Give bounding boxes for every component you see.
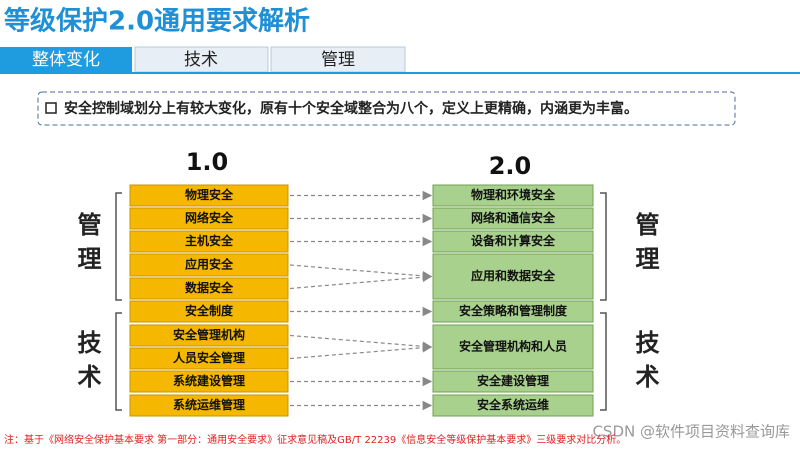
watermark: CSDN @软件项目资料查询库	[592, 423, 790, 441]
v1-domain-box	[129, 184, 289, 207]
footnote: 注：基于《网络安全保护基本要求 第一部分：通用安全要求》征求意见稿及GB/T 2…	[4, 433, 626, 446]
v1-domain-box	[129, 277, 289, 300]
group-label: 技术	[631, 330, 659, 398]
v2-domain-box	[432, 253, 594, 300]
v1-domain-label: 系统建设管理	[173, 373, 245, 388]
v1-domain-box	[129, 253, 289, 277]
v2-domain-label: 应用和数据安全	[471, 268, 556, 283]
v1-domain-label: 物理安全	[185, 187, 234, 202]
v1-domain-box	[129, 300, 289, 323]
mapping-arrow	[289, 272, 433, 290]
v2-domain-box	[432, 394, 594, 417]
mapping-arrow	[289, 334, 433, 352]
group-label: 管理	[73, 212, 101, 280]
v2-domain-label: 安全建设管理	[477, 373, 549, 388]
brackets	[115, 192, 607, 411]
v1-domain-box	[129, 230, 289, 253]
v2-domain-box	[432, 324, 594, 370]
v1-domain-box	[129, 324, 289, 347]
mapping-arrow	[289, 342, 433, 360]
v2-domain-box	[432, 230, 594, 253]
version-label: 1.0	[186, 148, 229, 176]
v1-domain-label: 安全管理机构	[173, 327, 245, 342]
v2-domain-box	[432, 300, 594, 323]
v1-domain-box	[129, 347, 289, 370]
v2-domain-box	[432, 207, 594, 230]
v1-domain-label: 主机安全	[185, 233, 234, 248]
v2-domain-label: 安全管理机构和人员	[459, 339, 567, 354]
group-label: 管理	[631, 212, 659, 280]
tab-label[interactable]: 技术	[184, 50, 218, 70]
mapping-arrow	[289, 264, 433, 281]
v1-domain-label: 网络安全	[185, 210, 234, 225]
v2-domain-label: 网络和通信安全	[471, 210, 556, 225]
summary: 安全控制域划分上有较大变化，原有十个安全域整合为八个，定义上更精确，内涵更为丰富…	[64, 100, 638, 117]
v1-domain-label: 数据安全	[185, 280, 234, 295]
tab-label[interactable]: 管理	[321, 50, 355, 70]
v2-domain-label: 设备和计算安全	[471, 233, 556, 248]
v2-domain-box	[432, 184, 594, 207]
version-label: 2.0	[489, 152, 532, 180]
v1-domain-box	[129, 394, 289, 417]
v1-domain-label: 应用安全	[185, 257, 234, 272]
tab[interactable]	[270, 46, 406, 73]
title: 等级保护2.0通用要求解析	[4, 6, 310, 37]
v1-domain-label: 安全制度	[185, 303, 234, 318]
v2-domain-box	[432, 370, 594, 393]
summary-box	[37, 91, 736, 126]
bullet	[45, 102, 57, 114]
tab-label[interactable]: 整体变化	[32, 50, 100, 70]
tab[interactable]	[134, 46, 269, 73]
v2-domain-label: 物理和环境安全	[471, 187, 556, 202]
v1-domain-label: 系统运维管理	[173, 397, 245, 412]
group-label: 技术	[73, 330, 101, 398]
tab-active[interactable]	[0, 47, 132, 72]
v1-domain-box	[129, 207, 289, 230]
v2-domain-label: 安全策略和管理制度	[459, 303, 568, 318]
v1-domain-box	[129, 370, 289, 393]
v1-domain-label: 人员安全管理	[173, 350, 245, 365]
v2-domain-label: 安全系统运维	[477, 397, 549, 412]
